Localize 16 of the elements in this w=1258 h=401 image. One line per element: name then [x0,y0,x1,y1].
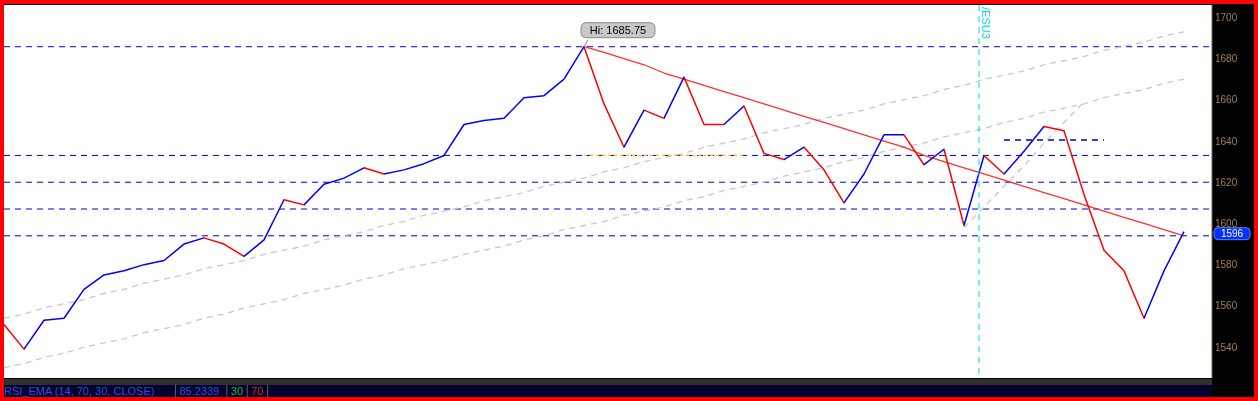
text: 1596 [1220,228,1244,240]
y-tick-label: 1680 [1215,53,1238,65]
y-tick-label: 1580 [1215,259,1238,271]
y-tick-label: 1700 [1215,11,1238,23]
text: 85.2339 [179,384,220,397]
y-tick-label: 1560 [1215,300,1238,312]
y-tick-label: 1600 [1215,217,1238,229]
text: RSI_EMA (14, 70, 30, CLOSE) [4,384,155,397]
y-tick-label: 1640 [1215,135,1238,147]
text: 30 [230,384,244,397]
y-tick-label: 1540 [1215,341,1238,353]
annotation: /ESU3 [980,7,992,39]
y-tick-label: 1620 [1215,176,1238,188]
y-tick-label: 1660 [1215,94,1238,106]
annotation: Hi: 1685.75 [589,24,647,37]
text: 70 [251,384,264,397]
